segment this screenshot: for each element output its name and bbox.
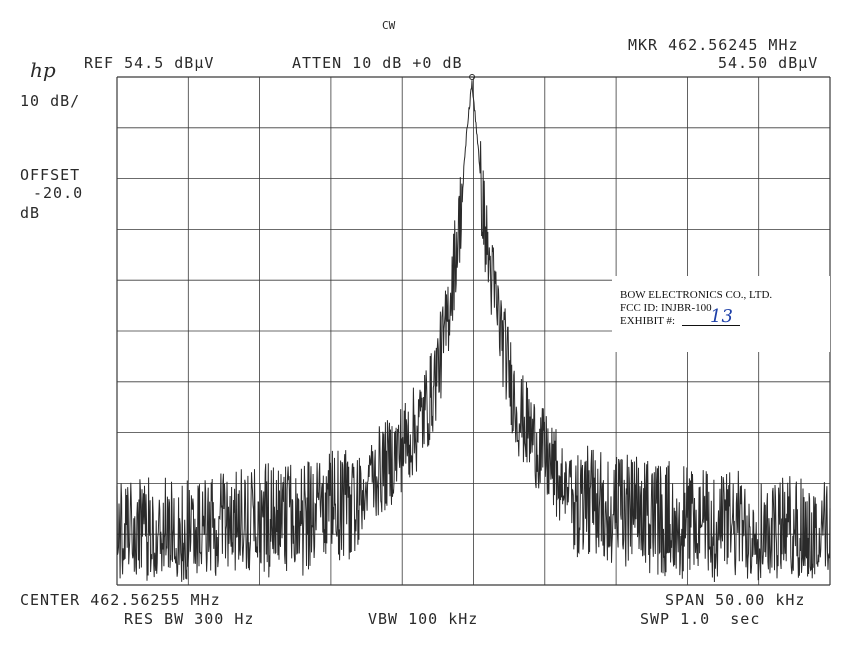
span-label: SPAN 50.00 kHz xyxy=(665,591,806,609)
marker-frequency: MKR 462.56245 MHz xyxy=(628,36,799,54)
offset-label: OFFSET xyxy=(20,166,81,184)
res-bw-label: RES BW 300 Hz xyxy=(124,610,255,628)
company-name: BOW ELECTRONICS CO., LTD. xyxy=(620,289,773,301)
ref-level-label: REF 54.5 dBµV xyxy=(84,54,215,72)
mode-label: CW xyxy=(382,19,396,32)
exhibit-label-box: BOW ELECTRONICS CO., LTD. FCC ID: INJBR-… xyxy=(612,276,830,352)
exhibit-label: EXHIBIT #: xyxy=(620,315,676,327)
sweep-label: SWP 1.0 sec xyxy=(640,610,761,628)
offset-value: -20.0 xyxy=(33,184,84,202)
attenuation-label: ATTEN 10 dB +0 dB xyxy=(292,54,463,72)
exhibit-underline xyxy=(682,325,740,326)
marker-level: 54.50 dBµV xyxy=(718,54,819,72)
fcc-id: FCC ID: INJBR-100 xyxy=(620,302,712,314)
scale-label: 10 dB/ xyxy=(20,92,81,110)
offset-unit: dB xyxy=(20,204,41,222)
marker-dot xyxy=(469,74,476,80)
spectrum-trace xyxy=(116,80,831,583)
center-frequency: CENTER 462.56255 MHz xyxy=(20,591,221,609)
vbw-label: VBW 100 kHz xyxy=(368,610,479,628)
exhibit-number: 13 xyxy=(710,306,733,327)
hp-logo: hp xyxy=(30,58,56,82)
